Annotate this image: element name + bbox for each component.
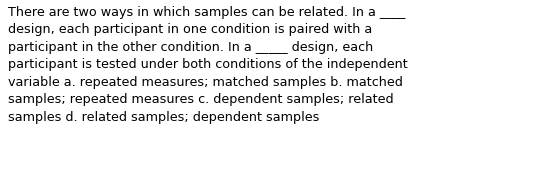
- Text: There are two ways in which samples can be related. In a ____
design, each parti: There are two ways in which samples can …: [8, 6, 408, 124]
